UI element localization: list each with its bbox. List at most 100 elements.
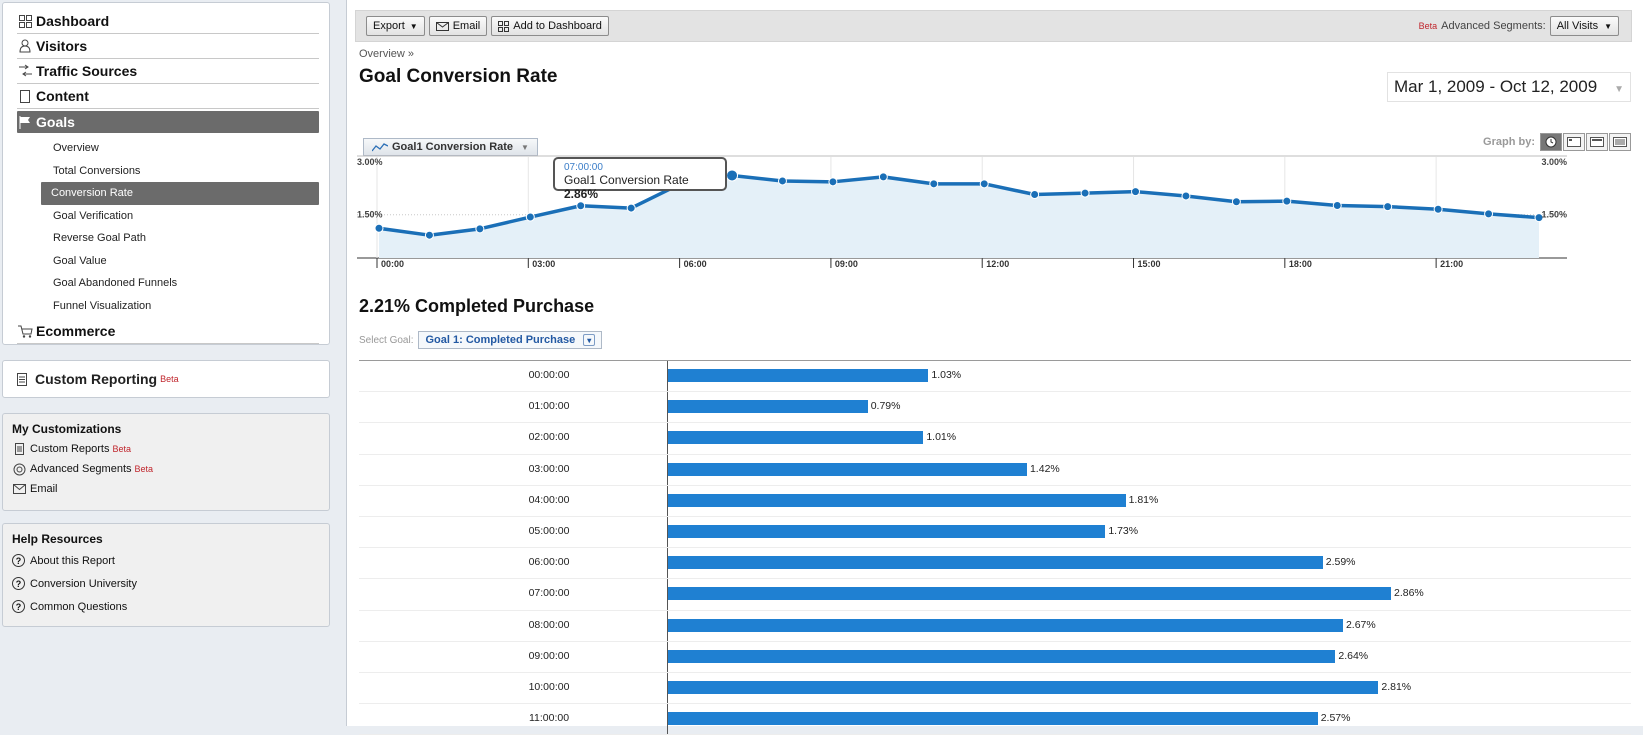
- graph-by-month-button[interactable]: [1609, 133, 1631, 151]
- bar-value-label: 1.01%: [926, 431, 957, 444]
- bar-value-label: 2.81%: [1381, 680, 1412, 693]
- grid-icon: [498, 20, 510, 32]
- my-customizations: My Customizations Custom Reports Beta Ad…: [2, 413, 330, 511]
- sub-item-total-conversions[interactable]: Total Conversions: [53, 164, 141, 177]
- data-point: [726, 169, 739, 182]
- bar-category-label: 08:00:00: [528, 618, 570, 631]
- sub-item-goal-verification[interactable]: Goal Verification: [53, 209, 134, 222]
- tooltip-label: Goal1 Conversion Rate: [564, 173, 689, 187]
- x-tick-label: 00:00: [381, 259, 404, 269]
- table-row: 01:00:00 0.79%: [359, 392, 1631, 424]
- nav-content[interactable]: Content: [17, 84, 319, 109]
- segments-label: Advanced Segments:: [1441, 20, 1546, 32]
- tooltip-value: 2.86%: [564, 187, 599, 201]
- nav-traffic-sources[interactable]: Traffic Sources: [17, 59, 319, 84]
- tooltip-time: 07:00:00: [564, 162, 603, 173]
- add-to-dashboard-button[interactable]: Add to Dashboard: [491, 16, 609, 36]
- conversion-line-chart: 3.00% 1.50% 3.00% 1.50% 00:00 03:00 06:00 09:00…: [357, 155, 1567, 269]
- beta-badge: Beta: [160, 374, 179, 384]
- main-nav: Dashboard Visitors Traffic Sources Conte…: [2, 2, 330, 345]
- nav-ecommerce[interactable]: Ecommerce: [17, 319, 319, 344]
- graph-by-hour-button[interactable]: [1540, 133, 1562, 151]
- sub-item-reverse-goal-path[interactable]: Reverse Goal Path: [53, 232, 146, 245]
- sub-item-funnel-visualization[interactable]: Funnel Visualization: [53, 299, 152, 312]
- nav-visitors[interactable]: Visitors: [17, 34, 319, 59]
- email-label: Email: [452, 20, 481, 32]
- export-label: Export: [373, 20, 405, 32]
- bar-axis: [667, 423, 668, 454]
- x-tick-label: 18:00: [1289, 259, 1312, 269]
- cart-icon: [17, 323, 33, 339]
- data-point: [1433, 204, 1443, 214]
- data-point: [979, 179, 989, 189]
- bar-category-label: 03:00:00: [528, 462, 570, 475]
- week-icon: [1590, 137, 1604, 147]
- bar-category-label: 05:00:00: [528, 524, 570, 537]
- table-row: 05:00:00 1.73%: [359, 516, 1631, 549]
- nav-dashboard[interactable]: Dashboard: [17, 9, 319, 34]
- help-conversion-university[interactable]: ? Conversion University: [12, 572, 320, 595]
- nav-label: Content: [36, 88, 89, 104]
- line-chart-icon: [372, 142, 388, 152]
- goal-select-value: Goal 1: Completed Purchase: [425, 334, 576, 346]
- bar-category-label: 04:00:00: [528, 493, 570, 506]
- help-common-questions[interactable]: ? Common Questions: [12, 595, 320, 618]
- graph-by-day-button[interactable]: [1563, 133, 1585, 151]
- nav-label: Traffic Sources: [36, 63, 138, 79]
- traffic-icon: [17, 63, 33, 79]
- help-about-report[interactable]: ? About this Report: [12, 549, 320, 572]
- sub-item-goal-value[interactable]: Goal Value: [53, 254, 107, 267]
- x-tick-label: 15:00: [1138, 259, 1161, 269]
- help-title: Help Resources: [12, 532, 103, 546]
- bar-axis: [667, 392, 668, 423]
- bar: [668, 712, 1318, 726]
- custom-reports-link[interactable]: Custom Reports Beta: [12, 439, 320, 459]
- bar-axis: [667, 672, 668, 704]
- select-goal-label: Select Goal:: [359, 334, 414, 346]
- metric-selector[interactable]: Goal1 Conversion Rate ▼: [363, 138, 538, 156]
- goal-select[interactable]: Goal 1: Completed Purchase ▾: [418, 331, 603, 349]
- bar-value-label: 1.81%: [1128, 493, 1159, 506]
- nav-goals[interactable]: Goals: [17, 111, 319, 133]
- help-label: About this Report: [30, 554, 115, 567]
- nav-label: Visitors: [36, 38, 88, 54]
- sub-item-overview[interactable]: Overview: [53, 142, 99, 155]
- segments-select[interactable]: All Visits ▼: [1549, 16, 1619, 36]
- breadcrumb[interactable]: Overview »: [359, 48, 415, 60]
- data-point: [1030, 190, 1040, 200]
- envelope-icon: [12, 484, 26, 494]
- help-resources: Help Resources ? About this Report ? Con…: [2, 523, 330, 627]
- bar-category-label: 06:00:00: [528, 556, 570, 569]
- segments-icon: [12, 463, 26, 476]
- bar-axis: [667, 641, 668, 672]
- export-button[interactable]: Export ▼: [366, 16, 425, 36]
- bar: [668, 649, 1336, 663]
- x-tick-label: 12:00: [986, 259, 1009, 269]
- section-title: 2.21% Completed Purchase: [359, 296, 595, 316]
- table-row: 06:00:00 2.59%: [359, 548, 1631, 580]
- bar: [668, 493, 1126, 507]
- help-label: Common Questions: [30, 600, 128, 613]
- graph-by-control: Graph by:: [1483, 133, 1631, 151]
- custom-reporting-link[interactable]: Custom Reporting Beta: [2, 360, 330, 398]
- caret-down-icon: ▼: [1614, 84, 1624, 95]
- email-button[interactable]: Email: [428, 16, 488, 36]
- sub-item-conversion-rate[interactable]: Conversion Rate: [41, 182, 319, 205]
- data-point: [1231, 197, 1241, 207]
- tooltip-value-line: Goal1 Conversion Rate 2.86%: [564, 173, 716, 201]
- page-icon: [17, 88, 33, 104]
- sub-item-goal-abandoned-funnels[interactable]: Goal Abandoned Funnels: [53, 277, 178, 290]
- email-link[interactable]: Email: [12, 479, 320, 499]
- advanced-segments-link[interactable]: Advanced Segments Beta: [12, 459, 320, 479]
- graph-by-week-button[interactable]: [1586, 133, 1608, 151]
- data-point: [777, 176, 787, 186]
- data-point: [1484, 209, 1494, 219]
- date-range-picker[interactable]: Mar 1, 2009 - Oct 12, 2009 ▼: [1387, 72, 1631, 102]
- x-tick-label: 21:00: [1440, 259, 1463, 269]
- bar-axis: [667, 454, 668, 485]
- add-dashboard-label: Add to Dashboard: [513, 20, 602, 32]
- graph-by-label: Graph by:: [1483, 136, 1535, 148]
- data-point: [828, 177, 838, 187]
- report-icon: [12, 443, 26, 455]
- data-point: [1131, 187, 1141, 197]
